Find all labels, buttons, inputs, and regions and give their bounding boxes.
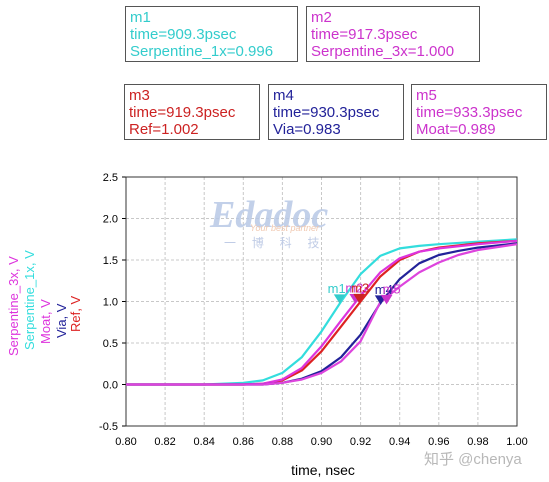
marker-label: m5 (383, 281, 401, 296)
marker-box-m1: m1 time=909.3psec Serpentine_1x=0.996 (125, 6, 298, 62)
legend-entry: Moat, V (38, 299, 53, 344)
y-tick-label: 0.0 (103, 380, 118, 392)
marker-id: m3 (129, 87, 150, 104)
edadoc-logo: Edadoc Your best partner 一 博 科 技 (209, 194, 328, 250)
watermark-chinese: 一 博 科 技 (224, 235, 325, 250)
legend-entry: Serpentine_3x, V (6, 256, 21, 356)
marker-triangle (380, 294, 393, 305)
y-tick-label: 2.0 (103, 214, 118, 226)
marker-value: Serpentine_1x=0.996 (130, 43, 274, 60)
marker-value: Ref=1.002 (129, 121, 199, 138)
plot-frame (125, 176, 518, 427)
y-tick-label: 1.0 (103, 297, 118, 309)
marker-triangle (333, 294, 346, 304)
y-tick-label: 2.5 (103, 172, 118, 184)
marker-id: m5 (416, 87, 437, 104)
marker-label: m1 (328, 281, 346, 296)
x-axis-label: time, nsec (291, 462, 355, 478)
watermark-brand: Edadoc (209, 194, 328, 236)
x-tick-label: 0.86 (233, 436, 254, 448)
x-tick-label: 1.00 (506, 436, 527, 448)
marker-triangle (353, 293, 366, 304)
x-tick-label: 0.98 (467, 436, 488, 448)
watermark-tagline: Your best partner (250, 223, 320, 233)
marker-box-m3: m3 time=919.3psec Ref=1.002 (124, 84, 260, 140)
x-tick-label: 0.94 (389, 436, 410, 448)
series-line (126, 243, 518, 386)
y-tick-label: 0.5 (103, 338, 118, 350)
legend-entry: Via, V (54, 303, 69, 338)
chart-axes (122, 176, 518, 427)
x-tick-label: 0.90 (311, 436, 332, 448)
x-tick-label: 0.92 (350, 436, 371, 448)
marker-box-m5: m5 time=933.3psec Moat=0.989 (411, 84, 547, 140)
marker-id: m2 (311, 9, 332, 26)
marker-value: Serpentine_3x=1.000 (311, 43, 455, 60)
marker-value: Via=0.983 (273, 121, 341, 138)
marker-time: time=917.3psec (311, 26, 418, 43)
legend-entry: Serpentine_1x, V (22, 250, 37, 350)
marker-id: m1 (130, 9, 151, 26)
marker-label: m2 (345, 281, 363, 296)
y-tick-label: 1.5 (103, 255, 118, 267)
marker-time: time=930.3psec (273, 104, 380, 121)
chart-tick-labels: 0.80 0.82 0.84 0.86 0.88 0.90 0.92 0.94 0.96 0.98… (99, 172, 528, 448)
edadoc-watermark: Edadoc Your best partner 一 博 科 技 (206, 183, 356, 268)
x-tick-label: 0.88 (272, 436, 293, 448)
marker-label: m3 (351, 280, 369, 295)
x-tick-label: 0.82 (154, 436, 175, 448)
x-tick-label: 0.80 (115, 436, 136, 448)
y-tick-label: -0.5 (99, 421, 118, 433)
marker-box-m2: m2 time=917.3psec Serpentine_3x=1.000 (306, 6, 480, 62)
marker-id: m4 (273, 87, 294, 104)
marker-time: time=933.3psec (416, 104, 523, 121)
legend-entry: Ref, V (68, 296, 83, 332)
credit-watermark: 知乎 @chenya (424, 451, 522, 468)
marker-time: time=919.3psec (129, 104, 236, 121)
x-tick-label: 0.96 (428, 436, 449, 448)
x-tick-label: 0.84 (193, 436, 214, 448)
marker-label: m4 (375, 282, 393, 297)
marker-time: time=909.3psec (130, 26, 237, 43)
marker-box-m4: m4 time=930.3psec Via=0.983 (268, 84, 404, 140)
marker-value: Moat=0.989 (416, 121, 496, 138)
